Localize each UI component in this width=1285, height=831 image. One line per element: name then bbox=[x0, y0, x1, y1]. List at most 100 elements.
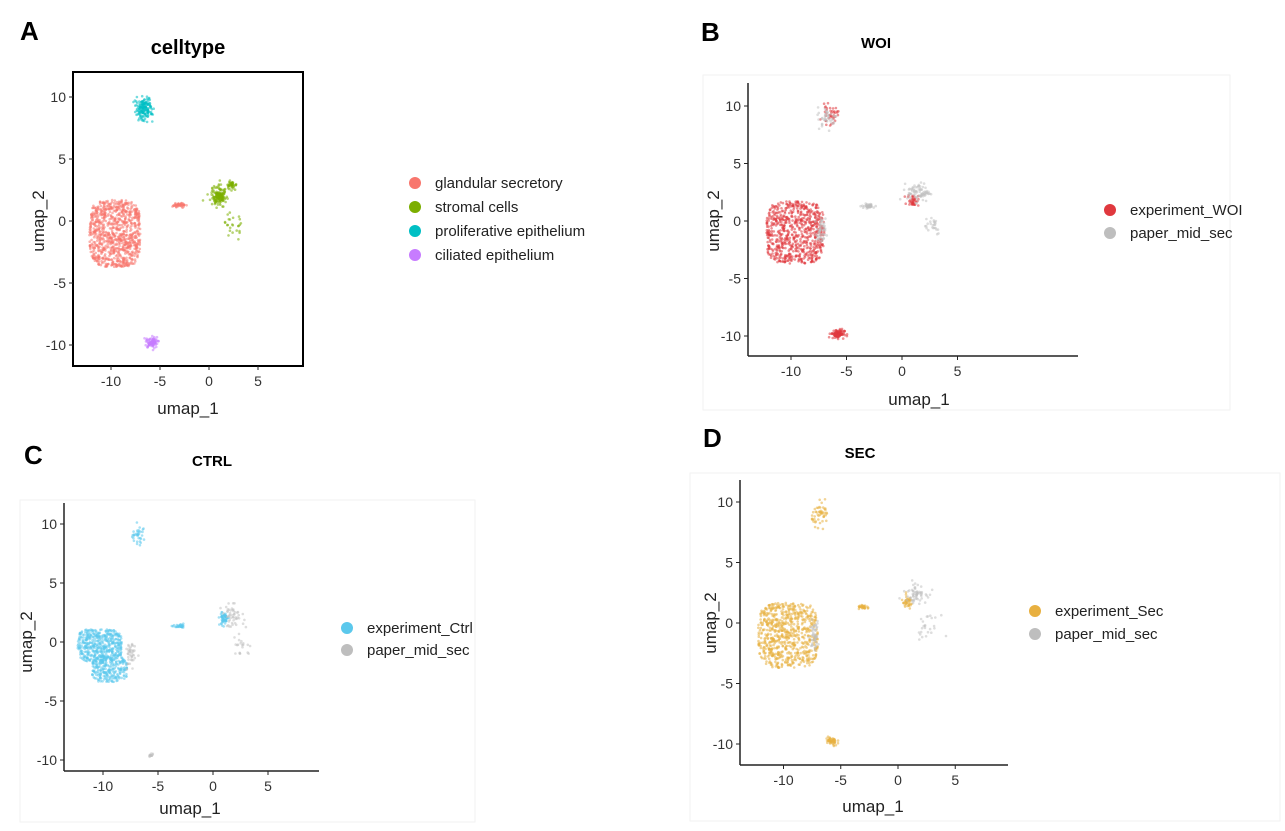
point bbox=[112, 250, 115, 253]
point bbox=[840, 329, 844, 333]
point bbox=[122, 674, 126, 677]
point bbox=[791, 642, 795, 645]
point bbox=[110, 242, 113, 245]
point bbox=[780, 653, 783, 656]
point bbox=[912, 198, 916, 202]
point bbox=[773, 247, 777, 251]
point bbox=[826, 741, 829, 745]
point bbox=[137, 110, 141, 114]
point bbox=[118, 671, 122, 675]
point bbox=[220, 195, 224, 199]
point bbox=[815, 206, 818, 210]
point bbox=[787, 249, 791, 252]
point bbox=[914, 597, 917, 601]
point bbox=[126, 662, 130, 665]
point bbox=[111, 656, 114, 660]
point bbox=[176, 625, 179, 628]
point bbox=[92, 252, 95, 256]
x-tick-label: -10 bbox=[781, 363, 801, 379]
point bbox=[812, 249, 815, 252]
point bbox=[170, 624, 174, 628]
point bbox=[117, 202, 120, 206]
point bbox=[781, 608, 785, 611]
point bbox=[218, 623, 221, 626]
point bbox=[97, 662, 101, 665]
point bbox=[797, 654, 800, 657]
point bbox=[798, 253, 801, 257]
point bbox=[127, 245, 131, 249]
point bbox=[138, 250, 141, 254]
point bbox=[89, 657, 93, 661]
point bbox=[810, 642, 814, 645]
point bbox=[105, 239, 109, 243]
point bbox=[807, 627, 810, 631]
point bbox=[132, 658, 135, 662]
point bbox=[133, 254, 136, 258]
point bbox=[934, 616, 937, 619]
point bbox=[146, 115, 149, 118]
point bbox=[774, 652, 777, 656]
point bbox=[82, 656, 86, 660]
point bbox=[105, 670, 109, 674]
point bbox=[784, 242, 788, 246]
point bbox=[817, 643, 820, 646]
point bbox=[120, 676, 123, 680]
point bbox=[223, 220, 227, 224]
point bbox=[904, 202, 907, 205]
point bbox=[137, 224, 141, 227]
point bbox=[110, 222, 114, 225]
point bbox=[108, 217, 111, 221]
point bbox=[791, 245, 795, 249]
point bbox=[94, 208, 98, 211]
point bbox=[218, 179, 222, 182]
point bbox=[785, 235, 789, 238]
point bbox=[820, 239, 824, 242]
point bbox=[100, 261, 104, 265]
point bbox=[775, 216, 779, 219]
point bbox=[809, 247, 812, 250]
point bbox=[804, 227, 808, 231]
point bbox=[805, 213, 809, 217]
chart-title: WOI bbox=[861, 35, 891, 52]
y-tick-label: 5 bbox=[725, 555, 733, 571]
point bbox=[112, 265, 116, 269]
point bbox=[798, 663, 801, 666]
point bbox=[143, 108, 147, 112]
point bbox=[769, 240, 772, 244]
legend-label: stromal cells bbox=[435, 199, 518, 216]
point bbox=[832, 122, 835, 126]
point bbox=[775, 214, 779, 218]
point bbox=[801, 656, 804, 659]
point bbox=[231, 216, 235, 220]
point bbox=[143, 337, 146, 340]
point bbox=[115, 213, 119, 217]
point bbox=[93, 637, 96, 641]
point bbox=[813, 515, 816, 518]
point bbox=[122, 233, 125, 236]
point bbox=[95, 633, 99, 637]
point bbox=[799, 614, 803, 618]
point bbox=[124, 237, 127, 241]
point bbox=[906, 197, 909, 200]
point bbox=[808, 212, 812, 215]
point bbox=[784, 260, 787, 263]
point bbox=[136, 242, 140, 245]
point bbox=[92, 227, 96, 230]
point bbox=[239, 222, 243, 225]
legend-item: experiment_Ctrl bbox=[341, 620, 473, 637]
point bbox=[223, 614, 227, 618]
point bbox=[802, 642, 805, 645]
point bbox=[788, 239, 791, 242]
point bbox=[793, 643, 797, 647]
point bbox=[823, 116, 827, 120]
point bbox=[238, 651, 241, 655]
point bbox=[771, 618, 774, 622]
point bbox=[809, 604, 812, 607]
point bbox=[819, 223, 822, 227]
point bbox=[88, 226, 92, 229]
point bbox=[128, 256, 132, 259]
point bbox=[814, 257, 818, 261]
point bbox=[772, 607, 775, 610]
point bbox=[770, 206, 774, 210]
